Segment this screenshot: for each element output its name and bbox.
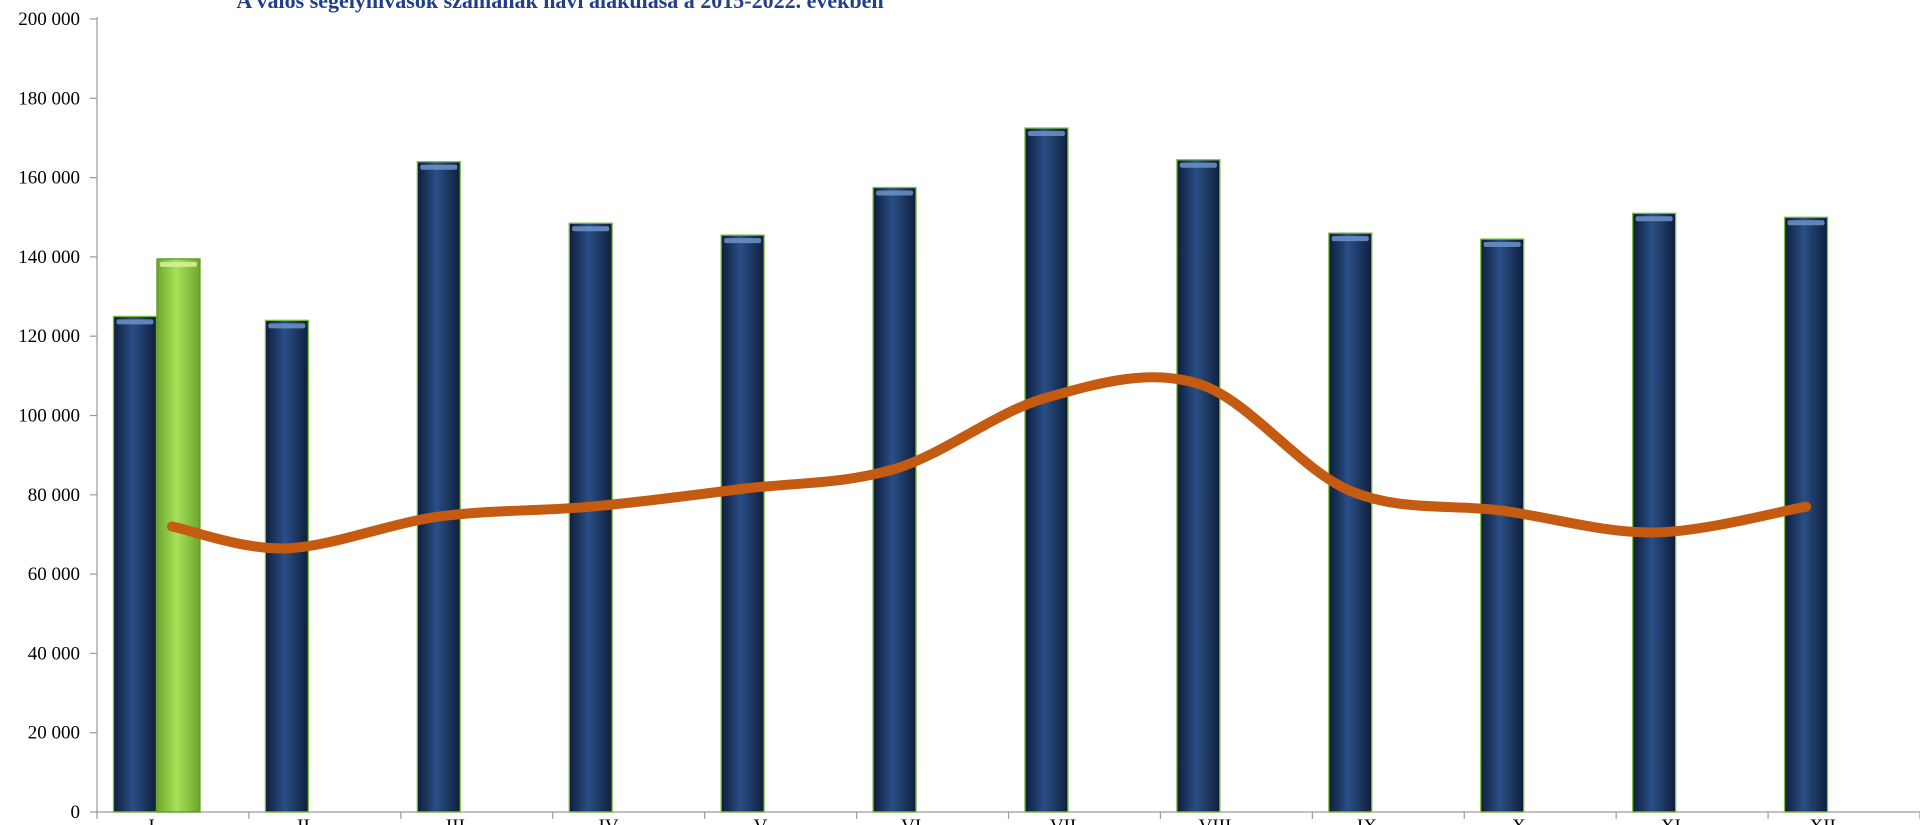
bars — [112, 127, 1829, 813]
y-tick-label: 200 000 — [18, 9, 80, 30]
bar-cap-highlight — [159, 261, 197, 267]
bar-cap-highlight — [724, 238, 762, 244]
x-tick-label: I. — [148, 816, 159, 825]
bar-cap-highlight — [876, 190, 914, 196]
y-tick-label: 60 000 — [28, 564, 80, 585]
y-tick-label: 180 000 — [18, 88, 80, 109]
x-tick-label: IX. — [1357, 816, 1382, 825]
bar-cap-highlight — [1787, 220, 1825, 226]
y-tick-label: 140 000 — [18, 247, 80, 268]
y-tick-label: 40 000 — [28, 643, 80, 664]
trend-line — [167, 372, 1812, 554]
x-tick-label: VII. — [1050, 816, 1081, 825]
y-tick-label: 80 000 — [28, 485, 80, 506]
x-tick-label: V. — [754, 816, 770, 825]
bar-cap-highlight — [572, 226, 610, 232]
chart-title: A valós segélyhívások számának havi alak… — [236, 0, 884, 13]
y-axis-ticks: 0 20 000 40 000 60 000 80 000 100 000 120 000 1… — [18, 9, 97, 823]
x-tick-label: VI. — [901, 816, 926, 825]
x-tick-label: X. — [1512, 816, 1530, 825]
x-tick-label: VIII. — [1199, 816, 1236, 825]
bar-cap-highlight — [268, 323, 306, 329]
x-tick-label: XI. — [1661, 816, 1686, 825]
line-series-path — [167, 372, 1812, 554]
y-tick-label: 100 000 — [18, 406, 80, 427]
bar-cap-highlight — [1635, 216, 1673, 222]
x-axis-ticks: I. II. III. IV. V. VI. VII. VIII. IX. X. XI. XII. — [96, 812, 1920, 825]
bar-series-1-6 — [872, 186, 917, 813]
bar-cap-highlight — [1027, 131, 1065, 137]
x-tick-label: IV. — [599, 816, 621, 825]
bar-series-1-4 — [568, 222, 613, 813]
bar-cap-highlight — [1483, 242, 1521, 248]
bar-cap-highlight — [116, 319, 154, 325]
bar-series-1-2 — [264, 319, 310, 813]
bar-cap-highlight — [1179, 162, 1217, 168]
bar-cap-highlight — [420, 164, 458, 170]
bar-series-1-5 — [720, 234, 765, 813]
x-tick-label: III. — [446, 816, 470, 825]
bar-cap-highlight — [1331, 236, 1369, 242]
y-tick-label: 160 000 — [18, 168, 80, 189]
x-tick-label: II. — [297, 816, 314, 825]
bar-series-1-11 — [1631, 212, 1677, 813]
y-tick-label: 0 — [71, 802, 81, 823]
y-tick-label: 120 000 — [18, 326, 80, 347]
bar-series-1-3 — [416, 161, 461, 813]
bar-series-1-9 — [1328, 232, 1373, 813]
bar-series-1-7 — [1024, 127, 1069, 813]
bar-series-1-8 — [1176, 159, 1221, 813]
bar-series-1-1 — [112, 315, 158, 813]
bar-series-1-10 — [1480, 238, 1525, 813]
y-tick-label: 20 000 — [28, 723, 80, 744]
x-tick-label: XII. — [1809, 816, 1840, 825]
